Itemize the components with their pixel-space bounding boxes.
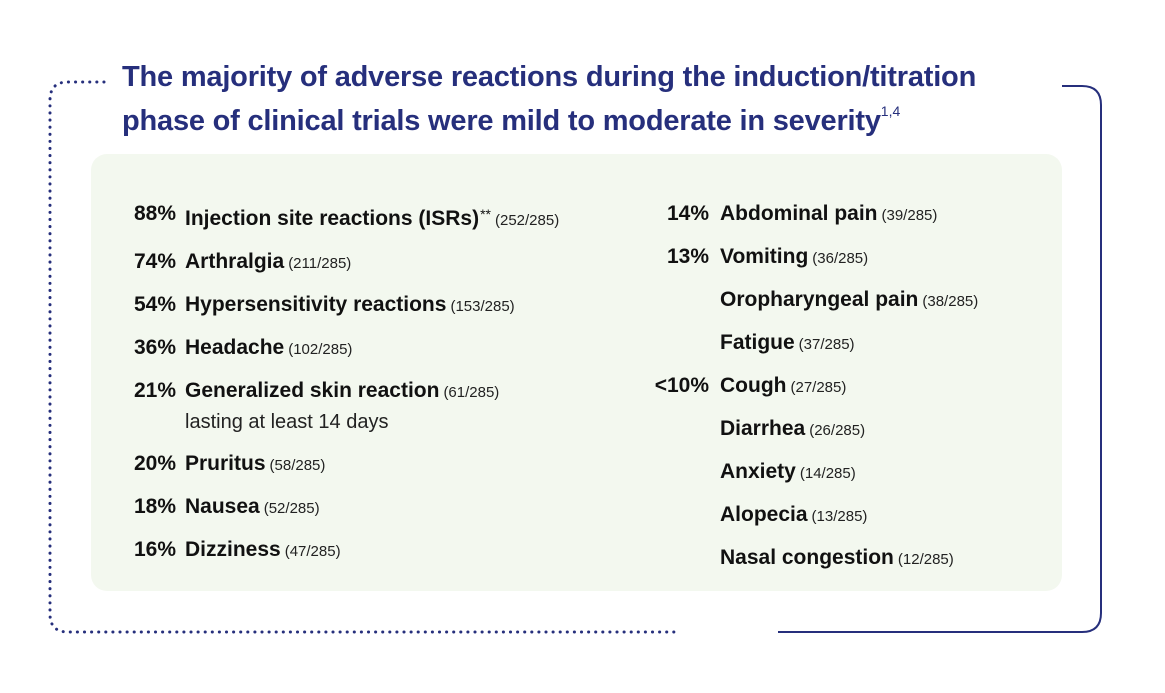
reaction-count: (14/285) bbox=[799, 465, 856, 482]
reaction-row: 88% Injection site reactions (ISRs)** (25… bbox=[110, 200, 630, 235]
adverse-reactions-panel bbox=[91, 154, 1062, 591]
reaction-row: Fatigue (37/285) bbox=[640, 329, 1060, 359]
reaction-percent: 18% bbox=[133, 495, 176, 518]
reaction-percent: 14% bbox=[666, 202, 709, 225]
reaction-label: Nausea bbox=[185, 495, 260, 518]
reaction-count: (153/285) bbox=[450, 298, 515, 315]
reaction-label: Pruritus bbox=[185, 452, 266, 475]
reaction-row: 21% Generalized skin reaction (61/285) las… bbox=[110, 377, 630, 437]
reaction-label: Alopecia bbox=[720, 503, 808, 526]
reaction-label: Generalized skin reaction bbox=[185, 379, 440, 402]
right-reaction-list: 14% Abdominal pain (39/285) 13% Vomiting(… bbox=[640, 200, 1060, 574]
reaction-row: 16% Dizziness (47/285) bbox=[110, 536, 630, 566]
reaction-count: (12/285) bbox=[897, 551, 954, 568]
reaction-percent: 36% bbox=[133, 336, 176, 359]
footnote-marker: ** bbox=[480, 206, 491, 222]
reaction-count: (26/285) bbox=[809, 422, 866, 439]
reaction-count: (37/285) bbox=[798, 336, 855, 353]
reaction-label: Arthralgia bbox=[185, 250, 285, 273]
reaction-qualifier: lasting at least 14 days bbox=[185, 411, 389, 433]
reaction-label: Abdominal pain bbox=[720, 202, 878, 225]
reaction-count: (58/285) bbox=[269, 457, 326, 474]
reaction-count: (47/285) bbox=[284, 543, 341, 560]
reaction-row: 74% Arthralgia (211/285) bbox=[110, 248, 630, 278]
left-reaction-list: 88% Injection site reactions (ISRs)** (25… bbox=[110, 200, 630, 566]
reaction-row: Diarrhea (26/285) bbox=[640, 415, 1060, 445]
reaction-label: Vomiting bbox=[720, 245, 809, 268]
title-text: The majority of adverse reactions during… bbox=[122, 61, 977, 137]
reaction-label: Nasal congestion bbox=[720, 546, 894, 569]
reaction-percent: 16% bbox=[133, 538, 176, 561]
reaction-count: (252/285) bbox=[494, 212, 560, 229]
reaction-percent: 21% bbox=[133, 379, 176, 402]
reaction-row: 36% Headache (102/285) bbox=[110, 334, 630, 364]
reaction-row: 13% Vomiting (36/285) bbox=[640, 243, 1060, 273]
reaction-label: Headache bbox=[185, 336, 285, 359]
reaction-row: <10% Cough (27/285) bbox=[640, 372, 1060, 402]
reaction-label: Diarrhea bbox=[720, 417, 806, 440]
page-title: The majority of adverse reactions during… bbox=[122, 60, 1062, 138]
reaction-label: Dizziness bbox=[185, 538, 281, 561]
reaction-row: 20% Pruritus (58/285) bbox=[110, 450, 630, 480]
reaction-percent: 20% bbox=[133, 452, 176, 475]
reaction-percent: 88% bbox=[133, 202, 176, 225]
reaction-count: (27/285) bbox=[790, 379, 847, 396]
reaction-row: 18% Nausea (52/285) bbox=[110, 493, 630, 523]
reaction-count: (38/285) bbox=[922, 293, 979, 310]
reaction-label: Oropharyngeal pain bbox=[720, 288, 919, 311]
reaction-percent: 13% bbox=[666, 245, 709, 268]
reaction-percent: 74% bbox=[133, 250, 176, 273]
reaction-row: Anxiety (14/285) bbox=[640, 458, 1060, 488]
reaction-percent: <10% bbox=[654, 374, 709, 397]
title-reference-superscript: 1,4 bbox=[880, 103, 901, 119]
reaction-row: 14% Abdominal pain (39/285) bbox=[640, 200, 1060, 230]
reaction-label: Fatigue bbox=[720, 331, 795, 354]
reaction-label: Hypersensitivity reactions bbox=[185, 293, 447, 316]
reaction-label: Anxiety bbox=[720, 460, 796, 483]
reaction-count: (36/285) bbox=[812, 250, 869, 267]
reaction-count: (39/285) bbox=[881, 207, 938, 224]
reaction-row: Oropharyngeal pain (38/285) bbox=[640, 286, 1060, 316]
reaction-count: (211/285) bbox=[288, 255, 352, 272]
reaction-row: Alopecia (13/285) bbox=[640, 501, 1060, 531]
reaction-percent: 54% bbox=[133, 293, 176, 316]
reaction-count: (61/285) bbox=[443, 384, 500, 401]
reaction-label: Cough bbox=[720, 374, 787, 397]
reaction-label: Injection site reactions (ISRs) bbox=[185, 207, 480, 230]
reaction-count: (102/285) bbox=[288, 341, 353, 358]
reaction-count: (52/285) bbox=[263, 500, 320, 517]
reaction-row: 54% Hypersensitivity reactions (153/285) bbox=[110, 291, 630, 321]
reaction-row: Nasal congestion (12/285) bbox=[640, 544, 1060, 574]
reaction-count: (13/285) bbox=[811, 508, 868, 525]
